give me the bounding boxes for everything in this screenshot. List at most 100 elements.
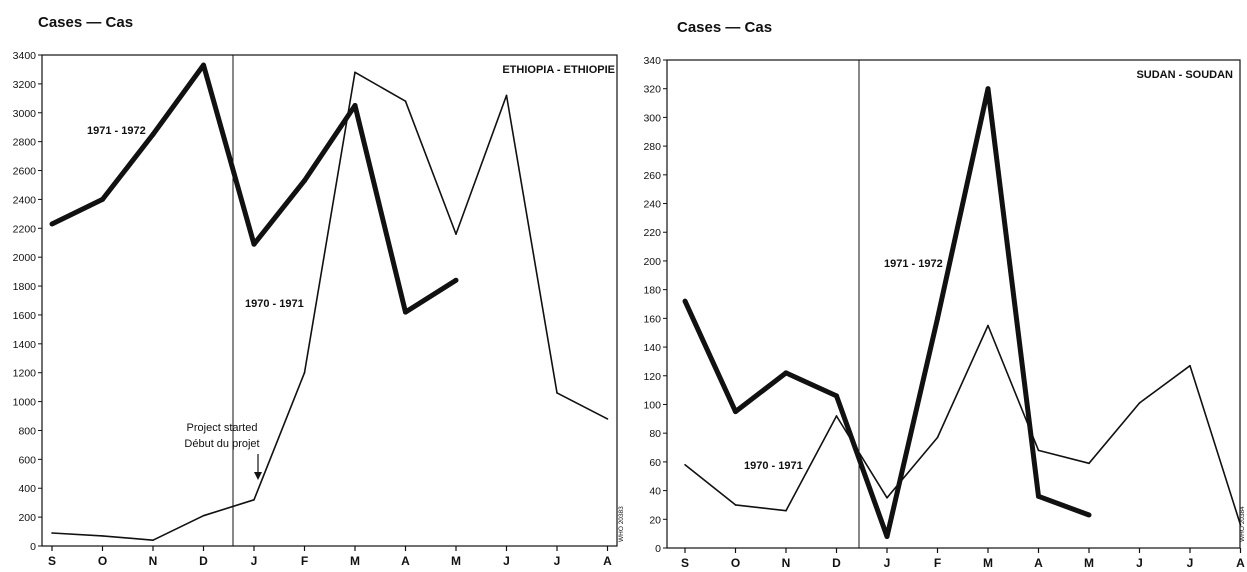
data-point: [404, 100, 407, 103]
y-tick-label: 60: [649, 457, 661, 469]
x-tick-label: S: [48, 554, 56, 568]
x-tick-label: D: [832, 556, 841, 570]
y-axis-label: Cases — Cas: [677, 19, 772, 36]
data-point: [1036, 493, 1041, 499]
data-point: [303, 371, 306, 374]
x-tick-label: M: [350, 554, 360, 568]
data-point: [985, 86, 991, 92]
data-point: [352, 103, 358, 109]
data-point: [734, 504, 737, 506]
x-tick-label: J: [1187, 556, 1194, 570]
data-point: [556, 392, 558, 394]
y-tick-label: 120: [643, 371, 661, 383]
y-tick-label: 180: [643, 285, 661, 297]
y-tick-label: 340: [643, 55, 661, 67]
data-point: [101, 535, 104, 537]
y-tick-label: 100: [643, 399, 661, 411]
plot-frame: [666, 59, 1241, 549]
data-point: [253, 498, 255, 501]
y-tick-label: 40: [649, 486, 661, 498]
figure-code: WHO 20384: [1239, 506, 1246, 542]
data-point: [403, 309, 408, 315]
series-label: 1970 - 1971: [245, 298, 304, 310]
x-tick-label: M: [451, 554, 461, 568]
sudan-chart: Cases — Cas 0 20 40 60 80 100 120 140 160 180 200 22…: [643, 19, 1246, 570]
y-tick-label: 140: [643, 342, 661, 354]
y-tick-label: 0: [30, 541, 36, 553]
x-tick-label: O: [731, 556, 740, 570]
x-tick-label: S: [681, 556, 689, 570]
data-point: [684, 463, 686, 466]
x-tick-label: J: [1136, 556, 1143, 570]
y-tick-label: 1400: [13, 339, 37, 351]
y-tick-label: 280: [643, 141, 661, 153]
figure-code: WHO 20383: [618, 506, 625, 542]
y-tick-label: 0: [655, 543, 661, 555]
y-tick-label: 260: [643, 170, 661, 182]
data-point: [1086, 512, 1092, 518]
x-tick-label: A: [603, 554, 612, 568]
y-tick-label: 20: [649, 514, 661, 526]
series-label: 1971 - 1972: [87, 125, 146, 137]
x-tick-label: J: [554, 554, 561, 568]
y-tick-label: 2600: [13, 166, 37, 178]
series-label: 1971 - 1972: [884, 258, 943, 270]
x-tick-label: J: [884, 556, 891, 570]
data-point: [505, 94, 508, 97]
x-tick-label: D: [199, 554, 208, 568]
chart-title: ETHIOPIA - ETHIOPIE: [502, 64, 615, 76]
data-point: [886, 496, 888, 499]
data-point: [987, 324, 989, 327]
series-line-1971-1972: [50, 62, 458, 315]
data-point: [1189, 364, 1191, 367]
y-tick-label: 3400: [13, 50, 37, 62]
x-tick-label: N: [782, 556, 791, 570]
x-tick-label: A: [1034, 556, 1043, 570]
x-tick-label: A: [401, 554, 410, 568]
x-tick-label: A: [1236, 556, 1245, 570]
x-tick-label: F: [934, 556, 941, 570]
data-point: [202, 514, 205, 517]
data-point: [936, 436, 939, 439]
data-point: [49, 221, 55, 227]
data-point: [201, 62, 206, 68]
data-point: [100, 196, 105, 202]
data-point: [606, 418, 609, 420]
data-point: [302, 178, 307, 184]
data-point: [835, 415, 838, 417]
y-tick-label: 200: [643, 256, 661, 268]
data-point: [152, 539, 154, 542]
series-line-1970-1971: [684, 324, 1242, 526]
y-tick-label: 220: [643, 227, 661, 239]
chart-title: SUDAN - SOUDAN: [1136, 69, 1233, 81]
y-tick-label: 300: [643, 112, 661, 124]
series-label: 1970 - 1971: [744, 460, 803, 472]
annotation-text: Project started: [187, 422, 258, 434]
plot-frame: [41, 54, 618, 547]
data-point: [1239, 524, 1242, 526]
data-point: [455, 233, 457, 235]
y-axis-label: Cases — Cas: [38, 14, 133, 31]
x-tick-label: O: [98, 554, 107, 568]
y-tick-label: 200: [18, 512, 36, 524]
data-point: [354, 71, 356, 74]
data-point: [884, 534, 890, 540]
y-tick-label: 1800: [13, 281, 37, 293]
x-tick-label: N: [149, 554, 158, 568]
data-point: [785, 509, 787, 512]
y-tick-label: 3000: [13, 108, 37, 120]
y-tick-label: 800: [18, 425, 36, 437]
y-tick-label: 1200: [13, 368, 37, 380]
annotation-arrow-head: [254, 472, 262, 480]
data-point: [51, 532, 53, 534]
data-point: [682, 298, 688, 304]
x-tick-label: F: [301, 554, 308, 568]
series-line-1970-1971: [51, 71, 608, 542]
y-tick-label: 80: [649, 428, 661, 440]
y-tick-label: 2200: [13, 223, 37, 235]
data-point: [1037, 449, 1040, 452]
y-tick-label: 2800: [13, 137, 37, 149]
data-point: [1138, 402, 1141, 404]
x-tick-label: M: [1084, 556, 1094, 570]
